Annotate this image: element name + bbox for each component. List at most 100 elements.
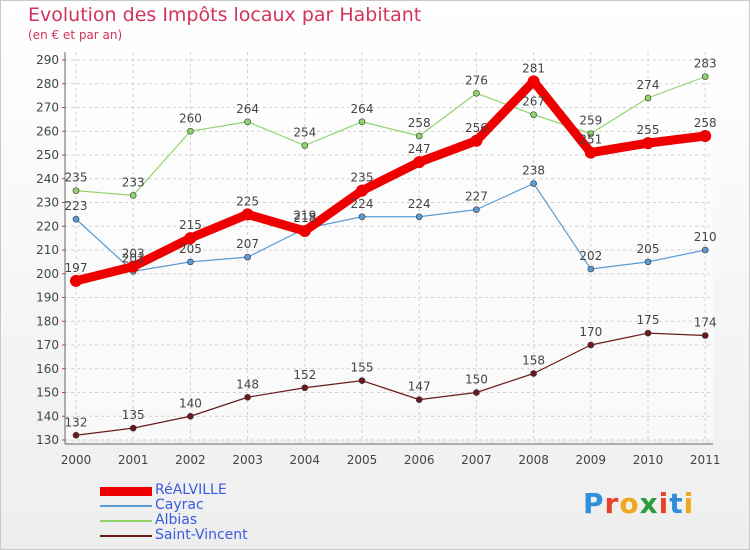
x-tick-label: 2007: [461, 453, 492, 467]
logo-letter: o: [619, 487, 640, 520]
legend-swatch: [100, 486, 152, 496]
data-label: 205: [179, 242, 202, 256]
y-tick-label: 240: [36, 172, 59, 186]
data-label: 140: [179, 396, 202, 410]
data-label: 218: [293, 211, 316, 225]
data-point: [187, 412, 194, 420]
data-label: 207: [236, 237, 259, 251]
data-point: [701, 73, 709, 80]
proxiti-logo: Proxiti: [583, 487, 694, 520]
data-label: 264: [236, 102, 259, 116]
y-tick-label: 170: [36, 338, 59, 352]
data-point: [527, 75, 540, 88]
data-point: [699, 130, 712, 142]
legend-label: Albias: [155, 512, 198, 528]
series-line-albias: [75, 76, 706, 196]
y-tick-label: 190: [36, 291, 59, 305]
data-label: 203: [122, 247, 145, 261]
y-tick-label: 250: [36, 148, 59, 162]
data-point: [415, 132, 423, 140]
x-tick-label: 2010: [633, 453, 664, 467]
data-point: [187, 127, 194, 135]
data-point: [473, 206, 480, 213]
data-label: 276: [465, 73, 488, 87]
data-label: 264: [351, 102, 374, 116]
x-tick-label: 2001: [118, 453, 149, 467]
legend-swatch: [100, 520, 152, 522]
data-point: [301, 142, 309, 149]
data-label: 174: [694, 316, 717, 330]
data-label: 251: [579, 133, 602, 147]
data-point: [587, 130, 595, 137]
data-point: [358, 213, 366, 221]
data-label: 256: [465, 121, 488, 135]
y-tick-label: 220: [36, 219, 59, 233]
data-point: [298, 225, 311, 237]
data-label: 224: [408, 197, 431, 211]
data-point: [356, 184, 368, 197]
logo-letter: i: [683, 487, 695, 520]
y-tick-label: 150: [36, 386, 59, 400]
data-point: [587, 265, 595, 273]
x-tick-label: 2011: [690, 453, 721, 467]
data-point: [244, 393, 251, 401]
data-point: [241, 208, 254, 221]
y-tick-label: 140: [36, 409, 59, 423]
data-point: [358, 377, 366, 384]
data-point: [301, 384, 309, 392]
chart-title: Evolution des Impôts locaux par Habitant: [28, 4, 422, 26]
data-label: 235: [65, 171, 88, 185]
x-tick-label: 2002: [175, 453, 206, 467]
y-tick-label: 160: [36, 362, 59, 376]
data-point: [415, 213, 423, 221]
series-line-saint-vincent: [75, 332, 706, 436]
data-point: [129, 424, 137, 432]
data-label: 258: [408, 116, 431, 130]
data-point: [244, 118, 251, 126]
data-label: 223: [65, 199, 88, 213]
data-label: 135: [122, 408, 145, 422]
y-tick-label: 280: [36, 77, 59, 91]
data-point: [644, 329, 652, 337]
data-point: [129, 192, 137, 199]
plot-area: [65, 52, 713, 440]
data-label: 148: [236, 377, 259, 391]
data-point: [244, 253, 251, 261]
data-point: [530, 370, 537, 377]
y-tick-label: 290: [36, 53, 59, 67]
data-label: 274: [637, 78, 660, 92]
data-point: [473, 89, 480, 97]
y-tick-label: 230: [36, 196, 59, 210]
data-label: 225: [236, 194, 259, 208]
y-tick-label: 210: [36, 243, 59, 257]
data-label: 202: [579, 249, 602, 263]
data-point: [587, 341, 595, 349]
y-tick-label: 270: [36, 101, 59, 115]
data-label: 224: [351, 197, 374, 211]
data-label: 260: [179, 111, 202, 125]
x-tick-label: 2004: [290, 453, 321, 467]
data-point: [701, 332, 709, 339]
data-point: [413, 156, 426, 169]
y-tick-label: 180: [36, 314, 59, 328]
data-point: [530, 111, 537, 118]
y-tick-label: 260: [36, 124, 59, 138]
data-label: 170: [579, 325, 602, 339]
x-tick-label: 2006: [404, 453, 435, 467]
data-label: 255: [637, 123, 660, 137]
logo-letter: t: [669, 487, 684, 520]
chart-subtitle: (en € et par an): [28, 28, 123, 42]
data-point: [530, 180, 537, 187]
x-tick-label: 2005: [347, 453, 378, 467]
x-tick-label: 2009: [576, 453, 607, 467]
data-label: 267: [522, 95, 545, 109]
data-label: 238: [522, 164, 545, 178]
logo-letter: i: [658, 487, 670, 520]
data-point: [187, 258, 194, 266]
data-label: 283: [694, 57, 717, 71]
x-tick-label: 2000: [61, 453, 92, 467]
data-label: 175: [637, 313, 660, 327]
legend-swatch: [100, 505, 152, 507]
data-point: [584, 146, 597, 159]
